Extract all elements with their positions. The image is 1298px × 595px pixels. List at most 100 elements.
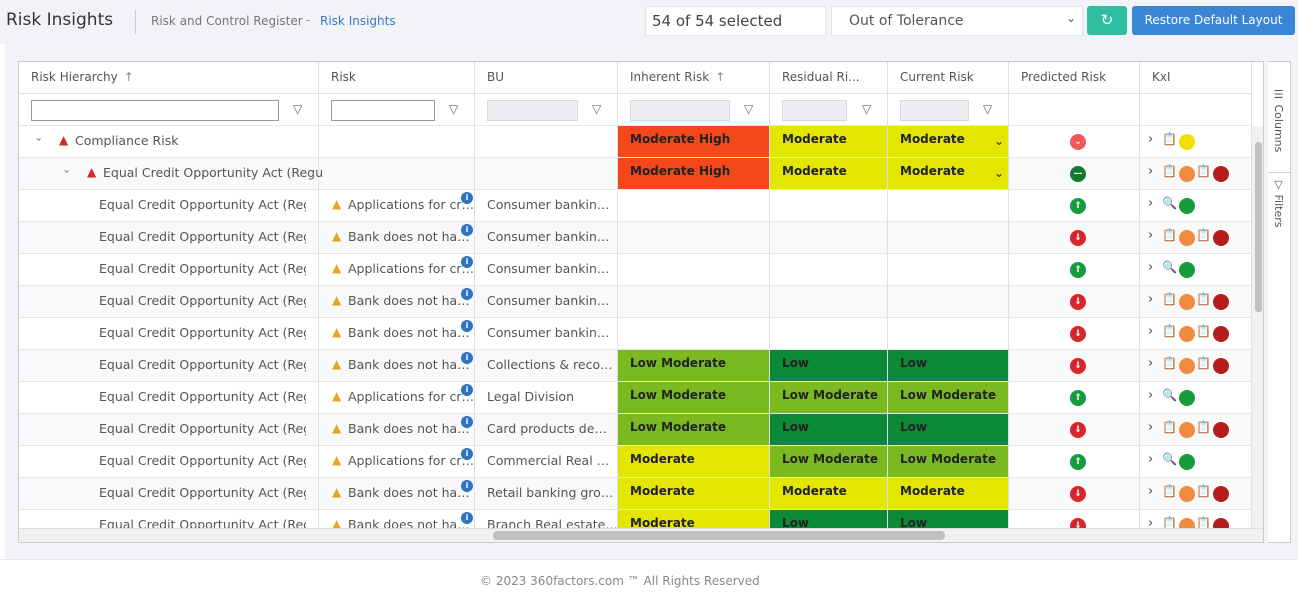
kxi-icon: 📋 [1196, 324, 1211, 338]
warning-icon: ▲ [332, 421, 342, 435]
row-cell [319, 478, 475, 510]
rating-cell: Moderate [618, 510, 770, 528]
info-icon[interactable]: i [461, 320, 473, 332]
predicted-icon: ⌄ [1070, 134, 1086, 150]
filter-input[interactable] [487, 100, 578, 121]
info-icon[interactable]: i [461, 288, 473, 300]
vertical-scrollbar[interactable] [1252, 126, 1263, 528]
column-header[interactable]: KxI [1140, 62, 1252, 94]
row-cell [618, 286, 770, 318]
filter-input[interactable] [900, 100, 969, 121]
info-icon[interactable]: i [461, 448, 473, 460]
risk-hierarchy: Equal Credit Opportunity Act (Regu [99, 229, 306, 244]
business-unit: Card products de… [487, 421, 607, 436]
horizontal-scroll-thumb[interactable] [493, 531, 945, 540]
info-icon[interactable]: i [461, 224, 473, 236]
kxi-expand[interactable]: › [1148, 452, 1154, 467]
expand-toggle[interactable]: › [60, 169, 74, 174]
filter-icon[interactable]: ▽ [293, 102, 303, 116]
filter-icon[interactable]: ▽ [862, 102, 872, 116]
kxi-expand[interactable]: › [1148, 228, 1154, 243]
kxi-icon: 📋 [1196, 484, 1211, 498]
row-cell [1140, 414, 1252, 446]
rating-label: Low [782, 356, 809, 370]
tolerance-select[interactable]: Out of Tolerance ⌄ [831, 6, 1083, 36]
kxi-expand[interactable]: › [1148, 196, 1154, 211]
filter-input[interactable] [782, 100, 847, 121]
filter-input[interactable] [31, 100, 279, 121]
rating-label: Low [900, 420, 927, 434]
rating-cell: Moderate ⌄ [888, 158, 1009, 190]
risk-hierarchy: Equal Credit Opportunity Act (Regu [99, 389, 306, 404]
kxi-expand[interactable]: › [1148, 164, 1154, 179]
rating-label: Low Moderate [630, 420, 726, 434]
filters-tab[interactable]: ▽ Filters [1272, 178, 1285, 228]
risk-hierarchy: Equal Credit Opportunity Act (Regu [99, 197, 306, 212]
rating-dropdown[interactable]: ⌄ [993, 166, 1004, 180]
filter-icon[interactable]: ▽ [744, 102, 754, 116]
filter-icon[interactable]: ▽ [449, 102, 459, 116]
expand-toggle[interactable]: › [32, 137, 46, 142]
row-cell [888, 318, 1009, 350]
column-header[interactable]: Current Risk [888, 62, 1009, 94]
divider [135, 10, 136, 34]
kxi-icon [1179, 358, 1195, 374]
restore-layout-button[interactable]: Restore Default Layout [1132, 6, 1295, 35]
kxi-expand[interactable]: › [1148, 516, 1154, 528]
kxi-expand[interactable]: › [1148, 292, 1154, 307]
column-header[interactable]: Risk Hierarchy ↑ [19, 62, 319, 94]
sort-icon: ↑ [715, 70, 726, 84]
copyright: © 2023 360factors.com ™ All Rights Reser… [480, 574, 760, 588]
breadcrumb-current: Risk Insights [320, 14, 396, 28]
info-icon[interactable]: i [461, 384, 473, 396]
tab-divider [1268, 172, 1290, 173]
kxi-icon: 📋 [1162, 356, 1177, 370]
column-header[interactable]: Residual Ri... [770, 62, 888, 94]
refresh-button[interactable]: ↻ [1087, 6, 1127, 35]
info-icon[interactable]: i [461, 192, 473, 204]
row-cell [618, 190, 770, 222]
column-header[interactable]: Risk [319, 62, 475, 94]
kxi-icon [1179, 262, 1195, 278]
business-unit: Commercial Real … [487, 453, 610, 468]
filter-icon[interactable]: ▽ [983, 102, 993, 116]
filter-input[interactable] [331, 100, 435, 121]
info-icon[interactable]: i [461, 352, 473, 364]
breadcrumb-link[interactable]: Risk and Control Register [151, 14, 303, 28]
risk-hierarchy: Equal Credit Opportunity Act (Regu [99, 357, 306, 372]
vertical-scroll-thumb[interactable] [1255, 142, 1262, 312]
kxi-expand[interactable]: › [1148, 484, 1154, 499]
info-icon[interactable]: i [461, 480, 473, 492]
kxi-expand[interactable]: › [1148, 356, 1154, 371]
column-header-label: BU [487, 70, 505, 84]
rating-dropdown[interactable]: ⌄ [993, 134, 1004, 148]
filter-icon[interactable]: ▽ [592, 102, 602, 116]
kxi-expand[interactable]: › [1148, 324, 1154, 339]
column-header[interactable]: Predicted Risk [1009, 62, 1140, 94]
info-icon[interactable]: i [461, 416, 473, 428]
info-icon[interactable]: i [461, 256, 473, 268]
rating-cell: Low [888, 510, 1009, 528]
kxi-expand[interactable]: › [1148, 420, 1154, 435]
row-cell [19, 510, 319, 528]
filter-cell [1140, 94, 1252, 126]
kxi-expand[interactable]: › [1148, 132, 1154, 147]
row-cell [1140, 478, 1252, 510]
kxi-expand[interactable]: › [1148, 260, 1154, 275]
business-unit: Collections & reco… [487, 357, 613, 372]
side-panel: ☰ Columns ▽ Filters [1268, 61, 1291, 543]
column-header[interactable]: BU [475, 62, 618, 94]
info-icon[interactable]: i [461, 512, 473, 524]
column-header[interactable]: Inherent Risk ↑ [618, 62, 770, 94]
columns-tab[interactable]: ☰ Columns [1272, 88, 1285, 153]
row-cell [1009, 222, 1140, 254]
risk-name: Bank does not ha… [348, 421, 470, 436]
risk-hierarchy: Equal Credit Opportunity Act (Regu [99, 453, 306, 468]
rating-cell: Low Moderate [618, 350, 770, 382]
row-cell [888, 222, 1009, 254]
selection-dropdown[interactable]: 54 of 54 selected [645, 6, 826, 36]
filter-input[interactable] [630, 100, 730, 121]
rating-label: Low Moderate [782, 452, 878, 466]
breadcrumb-separator: - [306, 13, 311, 27]
kxi-expand[interactable]: › [1148, 388, 1154, 403]
